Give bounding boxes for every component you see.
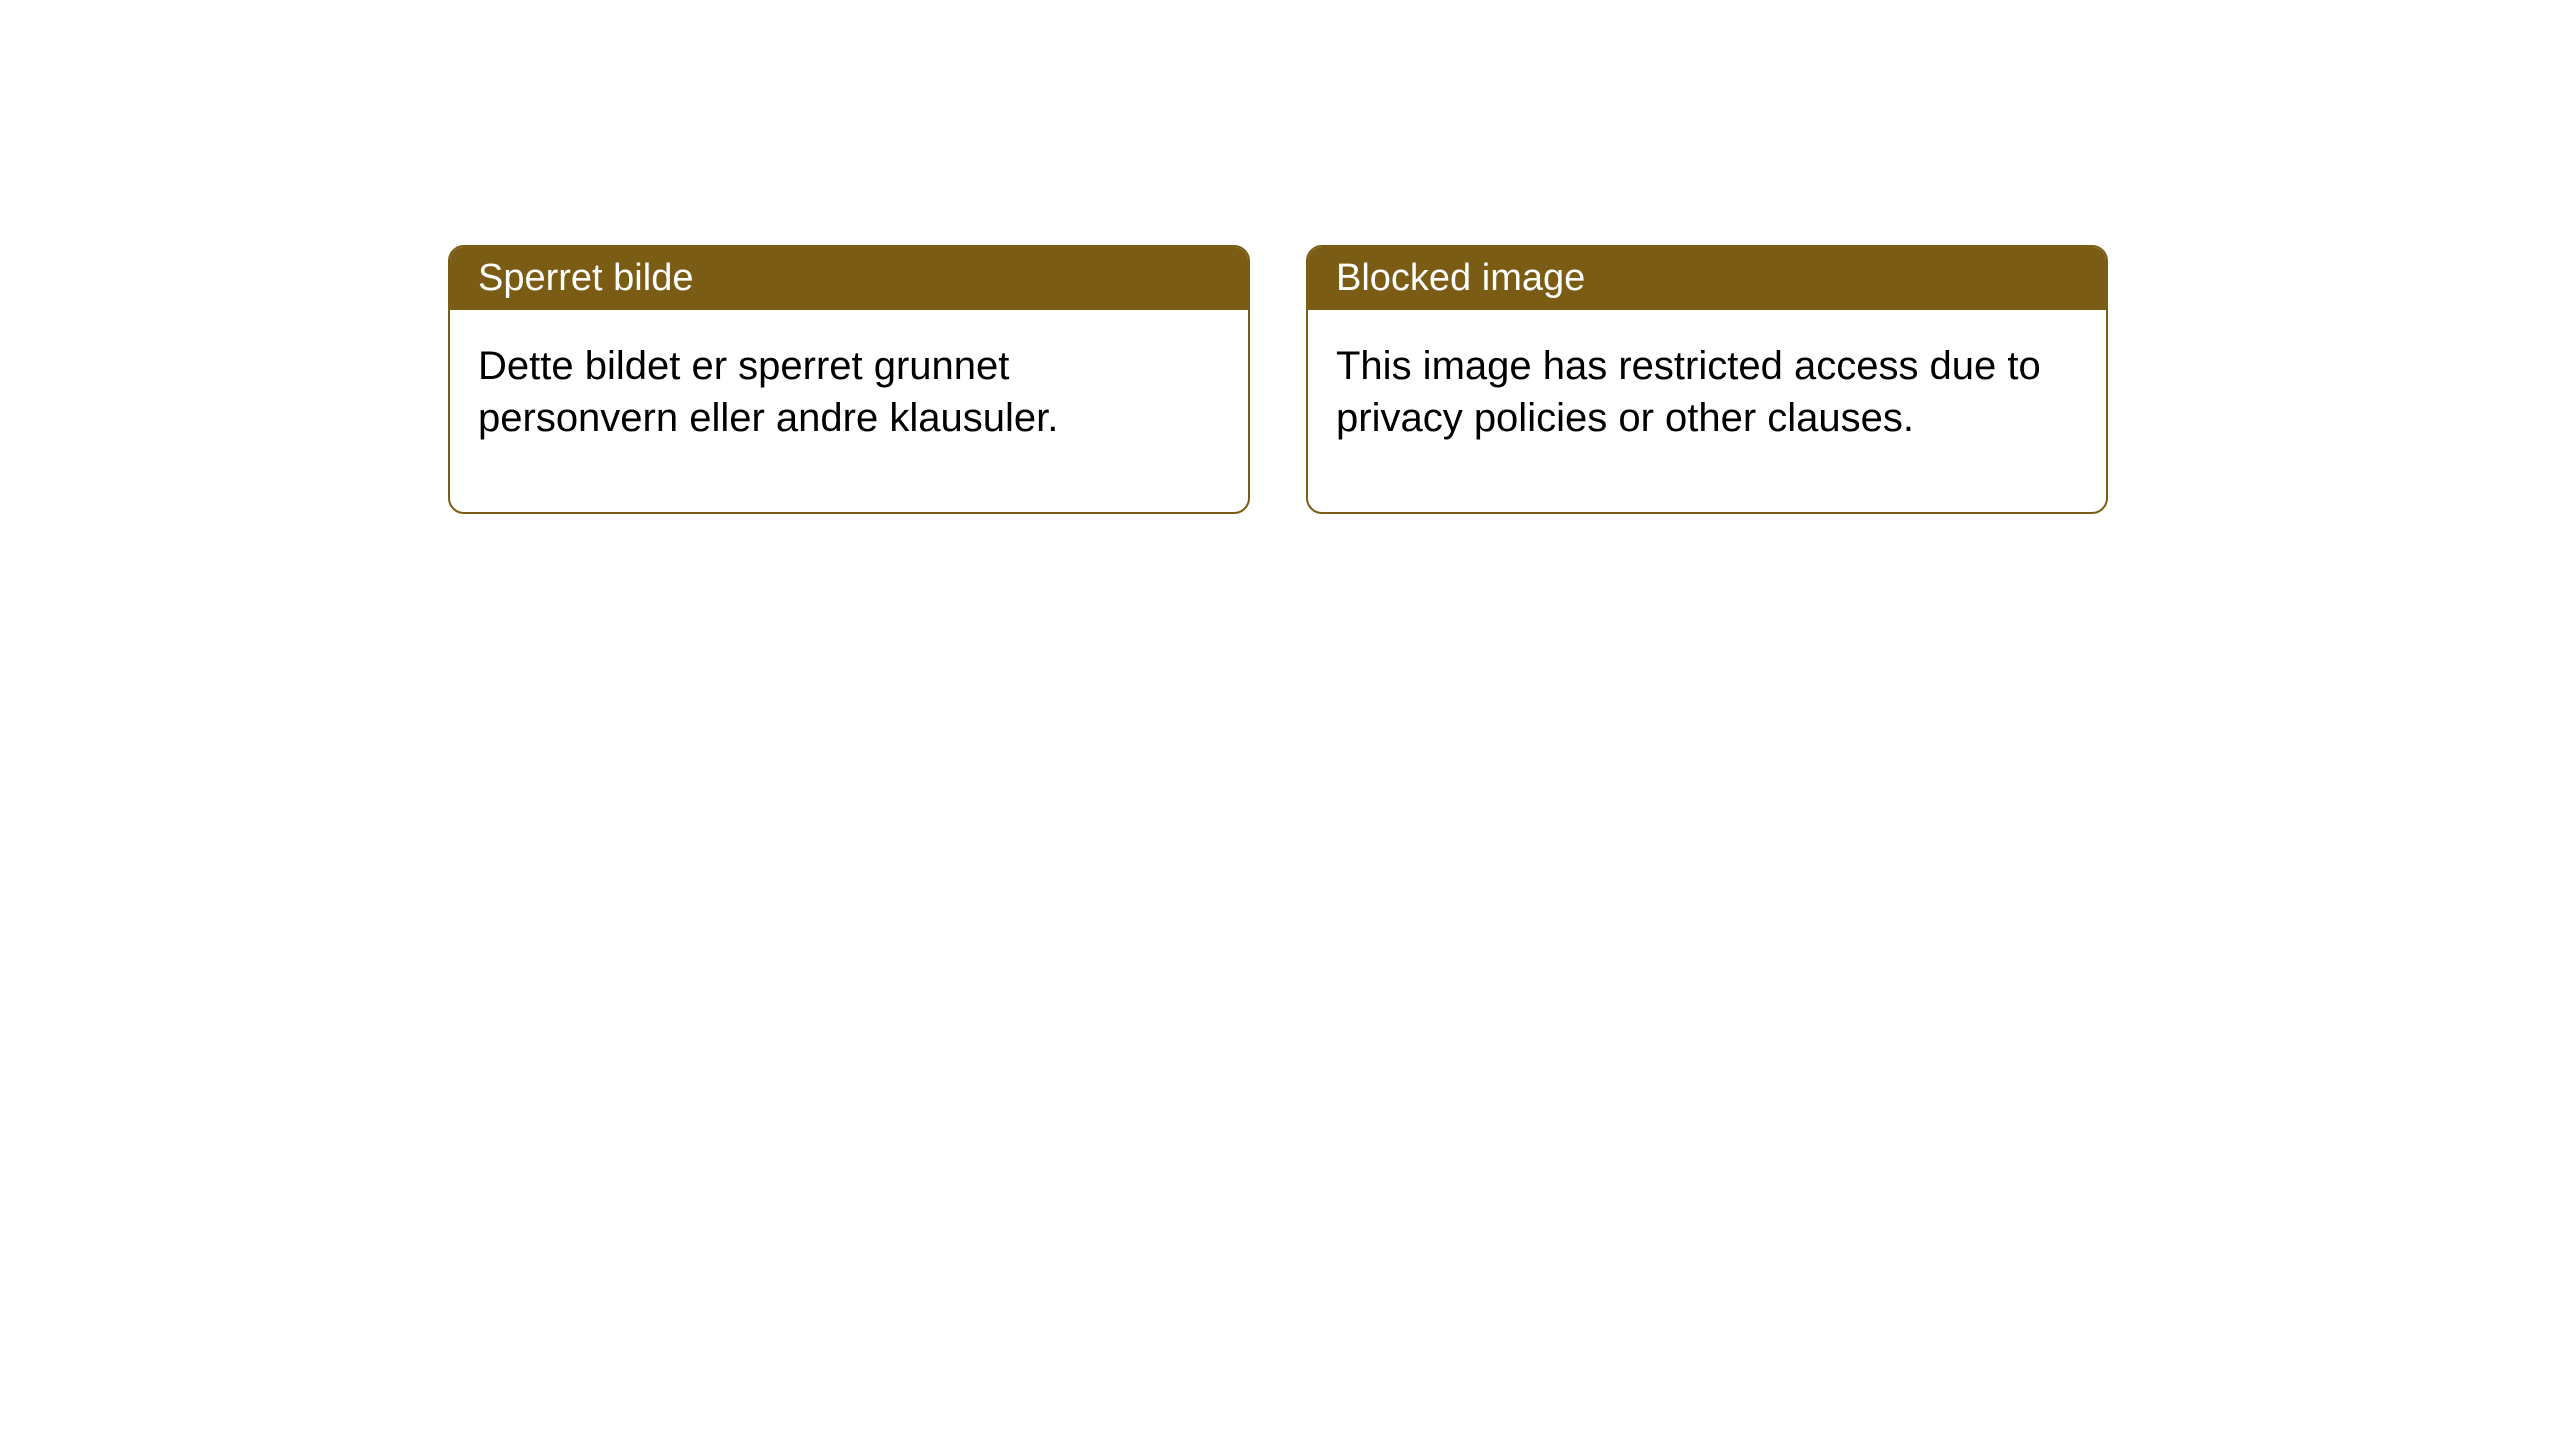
notice-body-english: This image has restricted access due to …	[1308, 310, 2106, 512]
notice-header-english: Blocked image	[1308, 247, 2106, 310]
notice-header-norwegian: Sperret bilde	[450, 247, 1248, 310]
notice-body-norwegian: Dette bildet er sperret grunnet personve…	[450, 310, 1248, 512]
notice-box-english: Blocked image This image has restricted …	[1306, 245, 2108, 514]
notice-box-norwegian: Sperret bilde Dette bildet er sperret gr…	[448, 245, 1250, 514]
notices-container: Sperret bilde Dette bildet er sperret gr…	[448, 245, 2108, 514]
